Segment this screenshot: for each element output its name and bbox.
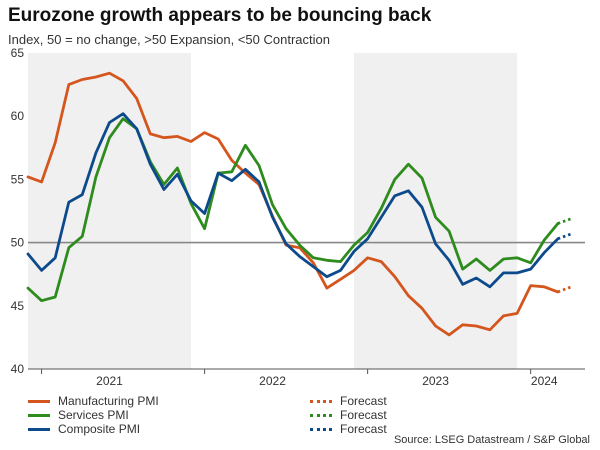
legend-swatch-services xyxy=(28,413,50,417)
legend-swatch-manufacturing-forecast xyxy=(310,399,332,403)
legend: Manufacturing PMI Services PMI Composite… xyxy=(28,394,588,436)
legend-swatch-manufacturing xyxy=(28,399,50,403)
forecast-line-services xyxy=(557,217,572,225)
legend-item-manufacturing: Manufacturing PMI xyxy=(28,394,159,408)
legend-swatch-composite-forecast xyxy=(310,427,332,431)
series-line-composite xyxy=(26,112,560,289)
legend-item-composite: Composite PMI xyxy=(28,422,140,436)
legend-label-services-forecast: Forecast xyxy=(340,408,387,422)
legend-item-services-forecast: Forecast xyxy=(310,408,387,422)
y-tick-label-45: 45 xyxy=(11,299,25,313)
x-tick-label-2021: 2021 xyxy=(96,374,123,388)
series-line-manufacturing xyxy=(26,71,560,337)
series-line-services xyxy=(26,117,560,303)
legend-label-services: Services PMI xyxy=(58,408,129,422)
shaded-year-band-0 xyxy=(28,53,192,369)
source-note: Source: LSEG Datastream / S&P Global xyxy=(393,434,590,446)
forecast-line-composite xyxy=(557,232,572,241)
x-tick-label-2024: 2024 xyxy=(531,374,558,388)
forecast-line-manufacturing xyxy=(557,285,572,294)
legend-item-services: Services PMI xyxy=(28,408,129,422)
y-tick-label-55: 55 xyxy=(11,172,25,186)
legend-item-manufacturing-forecast: Forecast xyxy=(310,394,387,408)
y-tick-label-40: 40 xyxy=(11,362,25,376)
legend-swatch-composite xyxy=(28,427,50,431)
legend-swatch-services-forecast xyxy=(310,413,332,417)
legend-label-composite-forecast: Forecast xyxy=(340,422,387,436)
legend-label-manufacturing-forecast: Forecast xyxy=(340,394,387,408)
y-tick-label-60: 60 xyxy=(11,109,25,123)
x-tick-label-2022: 2022 xyxy=(259,374,286,388)
legend-label-composite: Composite PMI xyxy=(58,422,141,436)
y-tick-label-65: 65 xyxy=(11,46,25,60)
legend-item-composite-forecast: Forecast xyxy=(310,422,387,436)
y-tick-label-50: 50 xyxy=(11,236,25,250)
chart-title: Eurozone growth appears to be bouncing b… xyxy=(8,5,432,26)
x-tick-label-2023: 2023 xyxy=(422,374,449,388)
legend-label-manufacturing: Manufacturing PMI xyxy=(58,394,159,408)
chart-subtitle: Index, 50 = no change, >50 Expansion, <5… xyxy=(8,32,330,47)
